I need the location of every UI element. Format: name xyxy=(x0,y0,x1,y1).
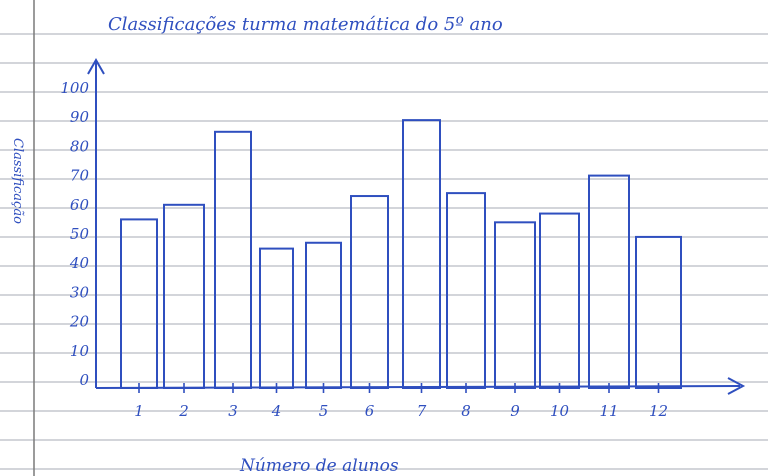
y-tick-label: 100 xyxy=(60,79,89,97)
x-axis-label: Número de alunos xyxy=(239,456,399,476)
y-tick-label: 20 xyxy=(69,313,90,331)
x-tick-label: 1 xyxy=(134,402,144,420)
y-tick-label: 90 xyxy=(70,108,90,126)
x-axis-arrow xyxy=(727,377,746,395)
x-tick-label: 6 xyxy=(365,402,375,420)
x-tick-labels: 1 2 3 4 5 6 7 8 9 10 11 12 xyxy=(134,383,668,420)
notebook-rules xyxy=(0,33,768,470)
y-tick-label: 30 xyxy=(70,283,90,301)
y-tick-label: 80 xyxy=(70,137,90,155)
bar xyxy=(494,221,536,389)
bar xyxy=(214,130,252,390)
bar xyxy=(635,235,682,389)
x-axis xyxy=(95,385,741,389)
y-axis-label: Classificação xyxy=(10,138,25,224)
bar-series xyxy=(120,119,682,390)
bar xyxy=(305,241,342,389)
y-tick-label: 0 xyxy=(79,371,89,389)
y-tick-label: 60 xyxy=(70,196,90,214)
x-tick-label: 11 xyxy=(599,402,618,420)
x-tick-label: 12 xyxy=(649,402,668,420)
bar xyxy=(350,195,389,389)
x-tick-label: 9 xyxy=(510,402,520,420)
bar xyxy=(259,247,294,389)
y-tick-label: 40 xyxy=(69,254,90,272)
bar xyxy=(446,192,486,389)
chart-title: Classificações turma matemática do 5º an… xyxy=(108,14,503,35)
x-tick-label: 2 xyxy=(178,402,189,420)
y-tick-label: 10 xyxy=(70,342,90,360)
bar xyxy=(120,218,158,389)
y-tick-label: 50 xyxy=(70,225,90,243)
x-tick-label: 8 xyxy=(461,402,471,420)
bar xyxy=(539,212,580,389)
x-tick-label: 5 xyxy=(319,402,329,420)
bar xyxy=(402,119,441,390)
x-tick-label: 7 xyxy=(417,402,427,420)
x-tick-label: 10 xyxy=(550,402,570,420)
y-tick-label: 70 xyxy=(70,167,90,185)
y-axis-arrow xyxy=(87,57,105,75)
x-tick-label: 3 xyxy=(228,402,238,420)
y-tick-labels: 0 10 20 30 40 50 60 70 80 90 100 xyxy=(60,79,89,389)
x-tick-label: 4 xyxy=(271,402,282,420)
bar xyxy=(163,203,205,389)
